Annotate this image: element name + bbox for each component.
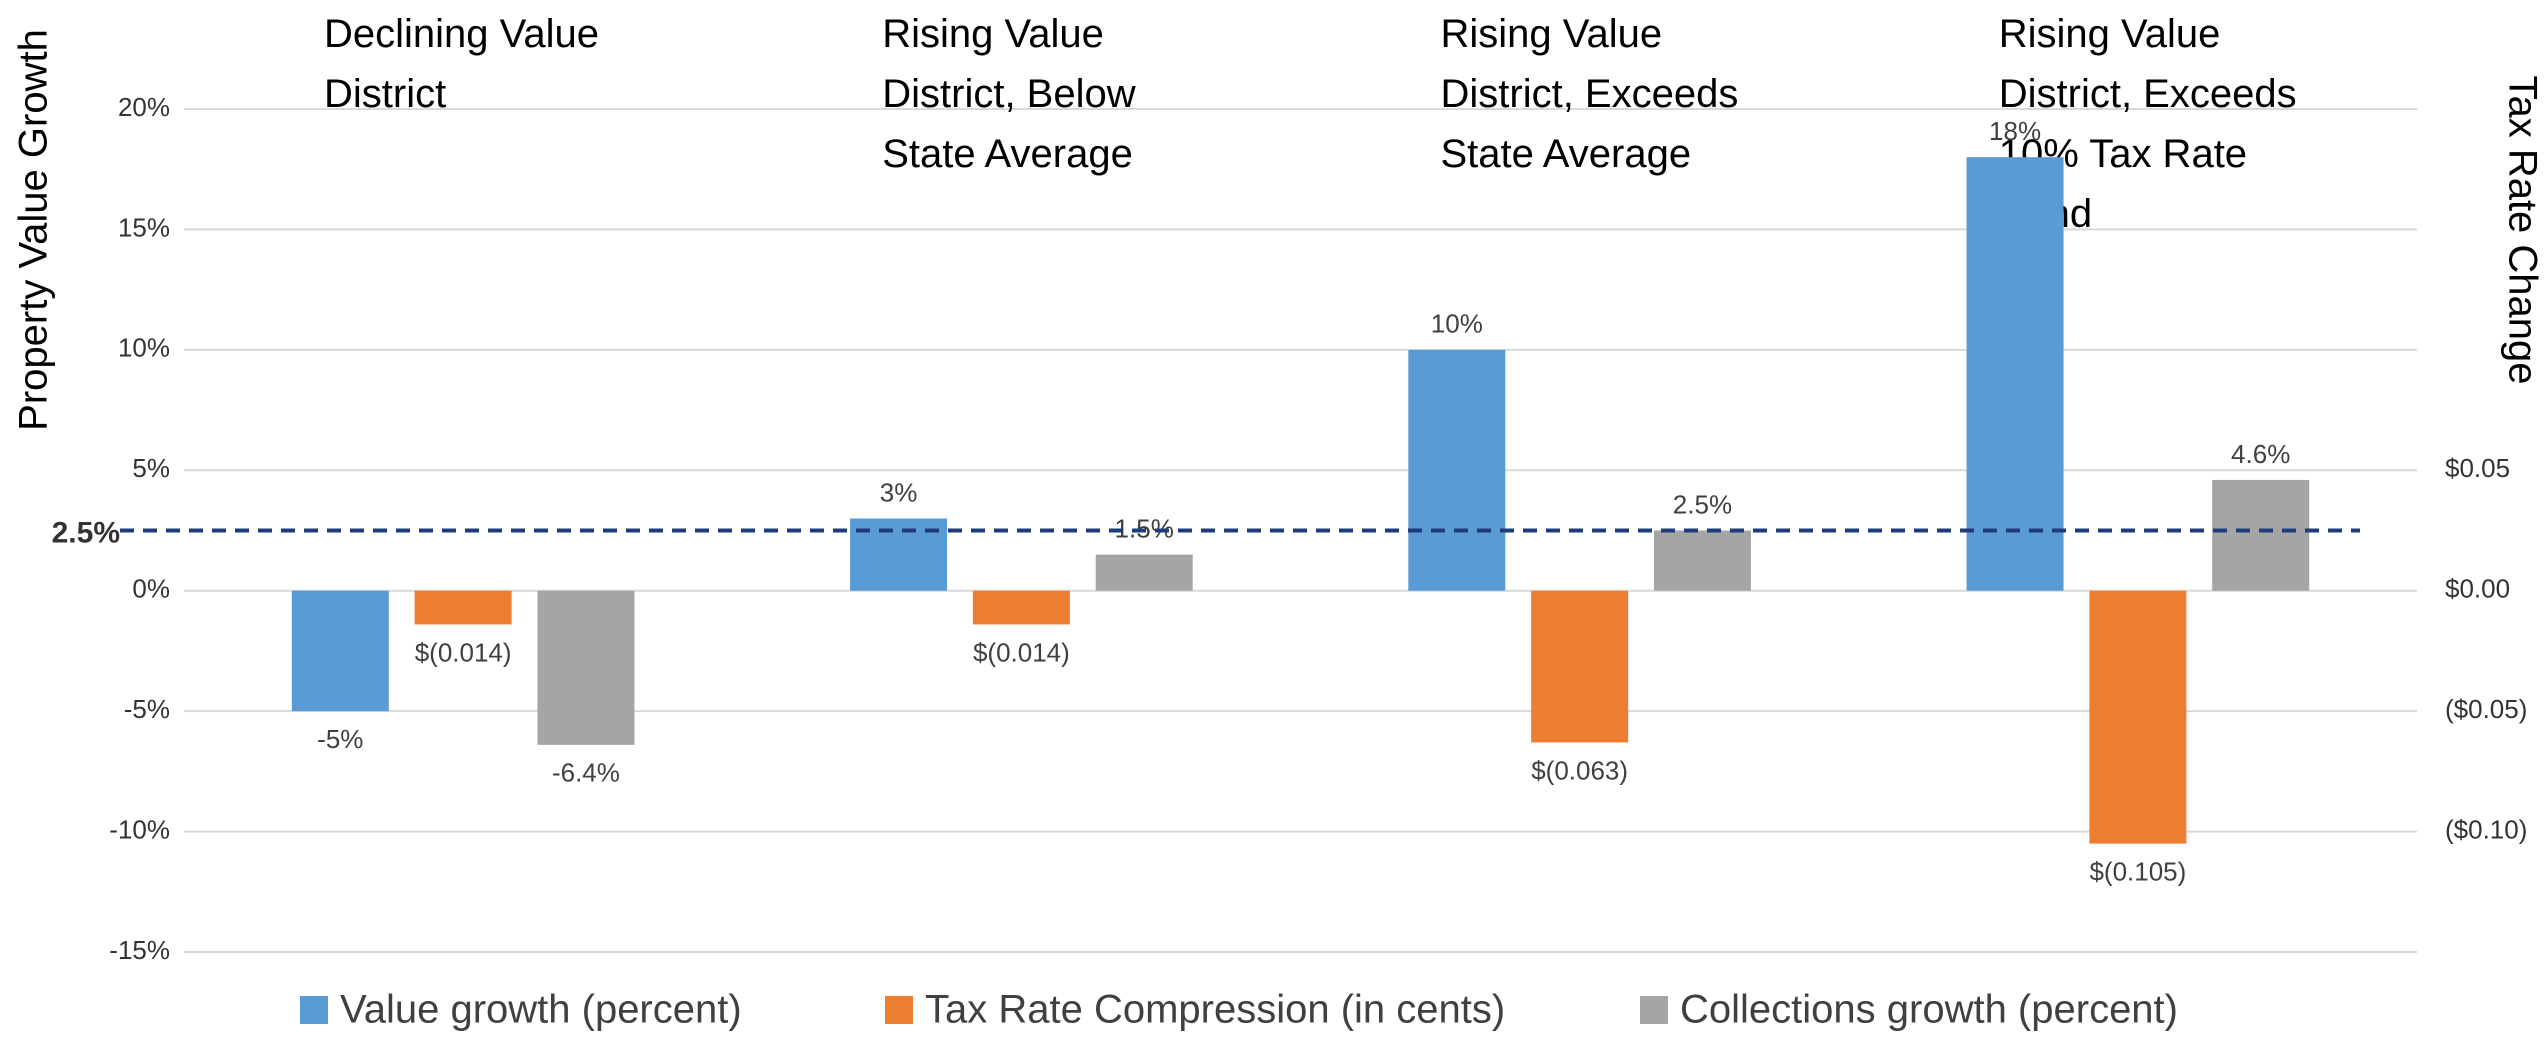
data-label: $(0.014): [973, 637, 1070, 667]
y-tick-label: -10%: [109, 814, 170, 844]
y-axis-title: Property Value Growth: [12, 29, 56, 431]
data-label: 10%: [1431, 309, 1483, 339]
y2-tick-label: ($0.10): [2445, 814, 2527, 844]
legend-label: Tax Rate Compression (in cents): [925, 988, 1505, 1032]
category-label-box: Rising Value District, Exceeds State Ave…: [1440, 12, 1739, 176]
bar: [414, 590, 512, 625]
data-label: 2.5%: [1673, 489, 1732, 519]
data-label: $(0.063): [1531, 755, 1628, 785]
data-label: $(0.105): [2089, 856, 2186, 886]
y-tick-label: 0%: [132, 574, 170, 604]
legend-label: Value growth (percent): [340, 988, 742, 1032]
bar: [537, 590, 635, 745]
y2-tick-label: $0.05: [2445, 453, 2510, 483]
bar: [2089, 590, 2187, 844]
y-tick-label: -15%: [109, 935, 170, 965]
category-label-box: Declining Value District: [324, 12, 599, 116]
data-label: 4.6%: [2231, 439, 2290, 469]
category-label-box: Rising Value District, Below State Avera…: [882, 12, 1136, 176]
legend-swatch: [1640, 996, 1668, 1024]
y-tick-label: -5%: [124, 694, 170, 724]
bar: [291, 590, 389, 712]
y2-axis-title: Tax Rate Change: [2500, 75, 2544, 384]
y2-tick-label: ($0.05): [2445, 694, 2527, 724]
data-label: 18%: [1989, 116, 2041, 146]
category-label: Rising Value District, Below State Avera…: [882, 12, 1136, 176]
legend-label: Collections growth (percent): [1680, 988, 2178, 1032]
data-label: 3%: [880, 477, 918, 507]
bar: [1408, 349, 1506, 591]
reference-label: 2.5%: [52, 516, 120, 549]
legend-swatch: [885, 996, 913, 1024]
data-label: -6.4%: [552, 758, 620, 788]
category-label: Rising Value District, Exceeds State Ave…: [1440, 12, 1739, 176]
bar: [1095, 554, 1193, 591]
bar: [1653, 530, 1751, 591]
y2-tick-label: $0.00: [2445, 574, 2510, 604]
data-label: -5%: [317, 724, 363, 754]
bar: [972, 590, 1070, 625]
bar: [1966, 157, 2064, 591]
y-tick-label: 10%: [118, 333, 170, 363]
y-tick-label: 15%: [118, 212, 170, 242]
data-label: 1.5%: [1115, 513, 1174, 543]
legend-swatch: [300, 996, 328, 1024]
bar: [1531, 590, 1629, 743]
y-tick-label: 20%: [118, 92, 170, 122]
category-label: Declining Value District: [324, 12, 599, 116]
bar: [2212, 479, 2310, 591]
y-tick-label: 5%: [132, 453, 170, 483]
data-label: $(0.014): [415, 637, 512, 667]
